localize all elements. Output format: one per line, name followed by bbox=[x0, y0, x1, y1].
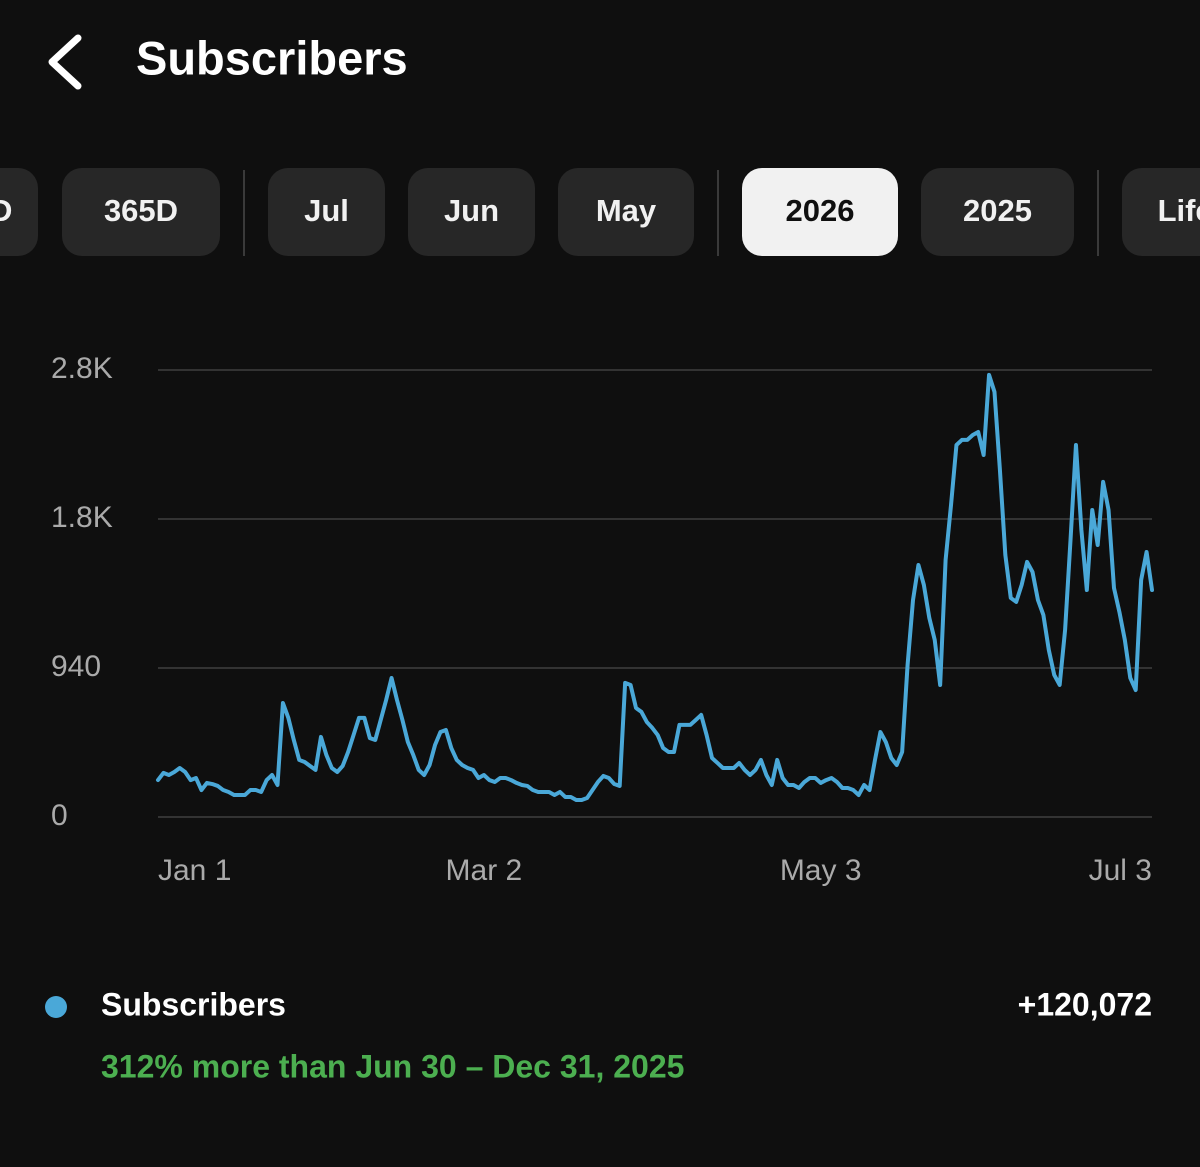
y-tick-label: 2.8K bbox=[51, 352, 113, 385]
tab-background bbox=[921, 168, 1074, 256]
tab-label: 2025 bbox=[963, 193, 1032, 228]
tab[interactable]: 2026 bbox=[742, 168, 898, 256]
tab-bar: 90D 365D Jul Jun May 2026 2025 Lifetime bbox=[0, 168, 1200, 256]
tab-label: 2026 bbox=[786, 193, 855, 228]
tab-label: 90D bbox=[0, 193, 12, 228]
legend-label: Subscribers bbox=[101, 986, 286, 1022]
tab-label: Lifetime bbox=[1158, 193, 1200, 228]
back-button[interactable] bbox=[48, 34, 82, 90]
tab-background bbox=[62, 168, 220, 256]
tab-background bbox=[408, 168, 535, 256]
tab-background bbox=[0, 168, 38, 256]
x-tick-label: May 3 bbox=[780, 854, 862, 887]
tab-label: May bbox=[596, 193, 657, 228]
page-title: Subscribers bbox=[136, 31, 408, 84]
y-tick-label: 1.8K bbox=[51, 501, 113, 534]
x-tick-label: Mar 2 bbox=[446, 854, 523, 887]
tab-background bbox=[558, 168, 694, 256]
x-tick-label: Jul 3 bbox=[1089, 854, 1152, 887]
tab-background bbox=[742, 168, 898, 256]
tab-background bbox=[1122, 168, 1200, 256]
chart: 0 940 1.8K 2.8K Jan 1 Mar 2 May 3 Jul 3 bbox=[51, 352, 1154, 887]
tab[interactable]: May bbox=[558, 168, 694, 256]
comparison-text: 312% more than Jun 30 – Dec 31, 2025 bbox=[101, 1048, 684, 1084]
tab-background bbox=[268, 168, 385, 256]
legend-dot bbox=[45, 996, 67, 1018]
tab[interactable]: Lifetime bbox=[1122, 168, 1200, 256]
y-tick-label: 940 bbox=[51, 650, 101, 683]
y-tick-label: 0 bbox=[51, 799, 68, 832]
tab[interactable]: Jun bbox=[408, 168, 535, 256]
tab[interactable]: 90D bbox=[0, 168, 38, 256]
tab-label: Jul bbox=[304, 193, 349, 228]
total-value: +120,072 bbox=[1018, 986, 1152, 1022]
tab[interactable]: 365D bbox=[62, 168, 220, 256]
tab-label: Jun bbox=[444, 193, 499, 228]
data-line bbox=[156, 372, 1154, 803]
tab[interactable]: Jul bbox=[268, 168, 385, 256]
tab[interactable]: 2025 bbox=[921, 168, 1074, 256]
x-tick-label: Jan 1 bbox=[158, 854, 231, 887]
tab-label: 365D bbox=[104, 193, 178, 228]
legend: Subscribers +120,072 312% more than Jun 30… bbox=[45, 986, 1152, 1084]
